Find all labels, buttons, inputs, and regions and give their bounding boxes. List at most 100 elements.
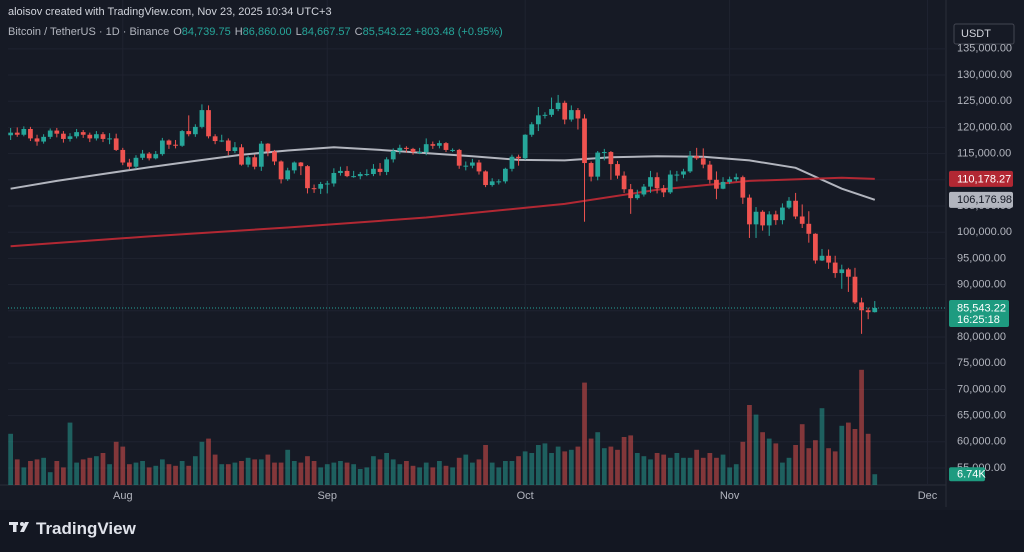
- candle-body: [245, 157, 251, 165]
- volume-bar: [305, 456, 310, 485]
- candle-body: [681, 171, 686, 175]
- candle-body: [555, 102, 561, 110]
- candle-body: [305, 166, 310, 189]
- candle-body: [522, 134, 528, 159]
- volume-bar: [529, 453, 535, 485]
- price-tag: [949, 299, 1009, 327]
- candle-body: [443, 143, 449, 150]
- candle-body: [146, 153, 152, 159]
- volume-bar: [608, 446, 614, 485]
- last-price-label: 85,543.22: [957, 302, 1006, 314]
- candle-body: [133, 157, 139, 167]
- volume-bar: [667, 457, 673, 485]
- y-tick-label: 95,000.00: [957, 252, 1006, 264]
- volume-bar: [87, 457, 93, 485]
- volume-bar: [852, 429, 858, 485]
- candle-body: [252, 157, 258, 167]
- volume-bar: [760, 432, 765, 485]
- volume-bar: [94, 456, 99, 485]
- candle-body: [377, 168, 383, 172]
- candle-body: [509, 156, 515, 169]
- y-tick-label: 75,000.00: [957, 357, 1006, 369]
- volume-bar: [865, 433, 871, 485]
- candle-body: [28, 128, 33, 139]
- volume-bar: [384, 453, 390, 485]
- candle-body: [239, 147, 244, 165]
- volume-bar: [74, 462, 79, 485]
- y-tick-label: 70,000.00: [957, 383, 1006, 395]
- candle-body: [714, 179, 719, 189]
- candle-body: [826, 255, 831, 263]
- volume-bar: [166, 464, 172, 485]
- candle-body: [423, 144, 429, 153]
- candle-body: [265, 143, 271, 152]
- candle-body: [806, 223, 812, 234]
- volume-bar: [225, 464, 231, 485]
- volume-bar: [61, 467, 66, 485]
- candle-body: [67, 136, 73, 139]
- candle-body: [562, 102, 568, 120]
- y-tick-label: 125,000.00: [957, 95, 1012, 107]
- volume-bar: [107, 464, 112, 485]
- volume-bar: [390, 459, 396, 485]
- candle-body: [384, 159, 390, 172]
- candle-body: [674, 174, 680, 176]
- candle-body: [437, 143, 442, 146]
- volume-bar: [351, 464, 357, 485]
- candle-body: [470, 162, 475, 166]
- volume-bar: [258, 459, 264, 485]
- y-tick-label: 115,000.00: [957, 148, 1011, 160]
- volume-bar: [753, 414, 759, 485]
- y-tick-label: 100,000.00: [957, 226, 1012, 238]
- candle-body: [100, 134, 106, 139]
- x-tick-label: Sep: [317, 490, 337, 502]
- candle-body: [483, 171, 488, 186]
- volume-bar: [331, 462, 337, 485]
- volume-bar: [470, 462, 475, 485]
- volume-bar: [747, 405, 752, 485]
- candle-body: [865, 310, 871, 313]
- candle-body: [799, 216, 805, 224]
- candle-body: [417, 152, 422, 154]
- volume-bar: [8, 433, 14, 485]
- volume-bar: [252, 459, 258, 485]
- candle-body: [219, 140, 225, 142]
- candle-body: [120, 149, 126, 163]
- volume-bar: [179, 461, 185, 485]
- volume-bar: [839, 425, 845, 485]
- volume-bar: [285, 449, 291, 485]
- candle-body: [153, 154, 159, 159]
- volume-bar: [793, 445, 798, 485]
- volume-bar: [502, 461, 508, 485]
- candle-body: [80, 132, 86, 135]
- volume-bar: [67, 422, 73, 485]
- volume-bar: [615, 449, 620, 485]
- x-tick-label: Aug: [113, 490, 133, 502]
- candle-body: [766, 214, 772, 226]
- volume-bar: [773, 443, 779, 485]
- volume-bar: [140, 461, 145, 485]
- volume-bar: [417, 467, 422, 485]
- volume-bar: [707, 453, 713, 485]
- volume-bar: [371, 456, 376, 485]
- candle-body: [258, 143, 264, 167]
- currency-box[interactable]: [953, 23, 1015, 45]
- volume-bar: [681, 457, 686, 485]
- candle-body: [489, 181, 495, 186]
- candle-body: [166, 140, 172, 145]
- candle-body: [535, 115, 541, 125]
- volume-bar: [146, 467, 152, 485]
- credit: aloisov created with TradingView.com, No…: [8, 6, 332, 18]
- moving-average: [10, 146, 876, 201]
- x-tick-label: Nov: [720, 490, 740, 502]
- candle-body: [641, 186, 647, 195]
- volume-bar: [338, 461, 343, 485]
- candle-body: [410, 148, 416, 153]
- candle-body: [615, 164, 620, 176]
- volume-bar: [364, 467, 370, 485]
- candle-body: [707, 164, 713, 180]
- volume-bar: [819, 408, 825, 485]
- candle-body: [74, 132, 79, 137]
- volume-bar: [714, 457, 719, 485]
